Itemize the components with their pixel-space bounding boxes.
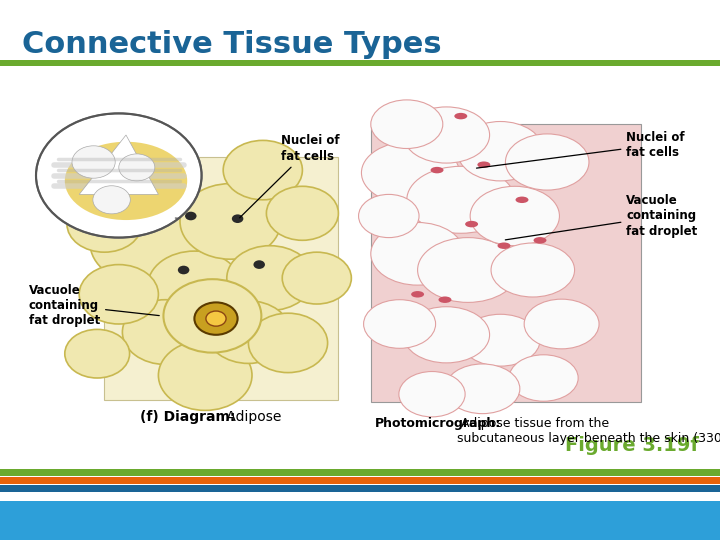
Circle shape [163, 279, 261, 353]
Circle shape [79, 265, 158, 324]
Circle shape [223, 140, 302, 200]
Ellipse shape [359, 194, 419, 238]
Circle shape [180, 184, 281, 259]
Ellipse shape [457, 122, 544, 181]
Circle shape [119, 154, 155, 181]
Text: (f) Diagram:: (f) Diagram: [140, 410, 235, 424]
Ellipse shape [361, 141, 459, 204]
Ellipse shape [461, 314, 540, 366]
Circle shape [282, 252, 351, 304]
Ellipse shape [465, 221, 478, 227]
Bar [371, 124, 641, 402]
Text: Figure 3.19f: Figure 3.19f [564, 436, 698, 455]
Text: Vacuole
containing
fat droplet: Vacuole containing fat droplet [505, 194, 698, 240]
Circle shape [122, 300, 209, 365]
Text: Nuclei of
fat cells: Nuclei of fat cells [240, 134, 339, 218]
Ellipse shape [524, 299, 599, 349]
Bar [0, 469, 720, 476]
Circle shape [67, 196, 142, 252]
Ellipse shape [470, 186, 559, 246]
Ellipse shape [438, 296, 451, 303]
Ellipse shape [491, 243, 575, 297]
Circle shape [232, 214, 243, 223]
Text: Connective Tissue Types: Connective Tissue Types [22, 30, 441, 59]
Text: Nuclei of
fat cells: Nuclei of fat cells [477, 131, 685, 168]
Ellipse shape [431, 167, 444, 173]
Bar [0, 501, 720, 540]
Ellipse shape [454, 113, 467, 119]
Ellipse shape [445, 364, 520, 414]
Circle shape [178, 266, 189, 274]
Circle shape [194, 302, 238, 335]
Circle shape [185, 212, 197, 220]
Ellipse shape [509, 355, 578, 401]
Bar [0, 485, 720, 492]
Ellipse shape [411, 291, 424, 298]
Ellipse shape [403, 307, 490, 363]
Ellipse shape [65, 141, 187, 220]
Circle shape [253, 260, 265, 269]
Ellipse shape [477, 161, 490, 168]
Circle shape [206, 311, 226, 326]
Ellipse shape [364, 300, 436, 348]
Text: Adipose tissue from the
subcutaneous layer beneath the skin (330x).: Adipose tissue from the subcutaneous lay… [457, 417, 720, 445]
Ellipse shape [418, 238, 518, 302]
Ellipse shape [498, 242, 510, 249]
Circle shape [93, 186, 130, 214]
Text: Vacuole
containing
fat droplet: Vacuole containing fat droplet [29, 284, 159, 327]
Polygon shape [79, 135, 158, 194]
Ellipse shape [516, 197, 528, 203]
Bar [0, 477, 720, 484]
Text: Photomicrograph:: Photomicrograph: [374, 417, 500, 430]
Circle shape [148, 251, 241, 321]
Ellipse shape [399, 372, 465, 417]
Ellipse shape [534, 237, 546, 244]
Circle shape [36, 113, 202, 238]
Text: Adipose: Adipose [222, 410, 281, 424]
Circle shape [248, 313, 328, 373]
Text: Copyright © 2009 Pearson Education, Inc.   publishing as Benjamin Cummings: Copyright © 2009 Pearson Education, Inc.… [182, 516, 538, 525]
Circle shape [207, 301, 290, 363]
Ellipse shape [407, 166, 515, 233]
Circle shape [112, 165, 184, 219]
Ellipse shape [371, 100, 443, 149]
Ellipse shape [371, 222, 464, 285]
Circle shape [227, 246, 313, 310]
Circle shape [72, 146, 115, 178]
Ellipse shape [505, 134, 589, 190]
Circle shape [266, 186, 338, 240]
Circle shape [65, 329, 130, 378]
Ellipse shape [403, 107, 490, 163]
Bar [104, 157, 338, 400]
Circle shape [90, 202, 198, 284]
Bar [0, 60, 720, 66]
Circle shape [158, 340, 252, 410]
